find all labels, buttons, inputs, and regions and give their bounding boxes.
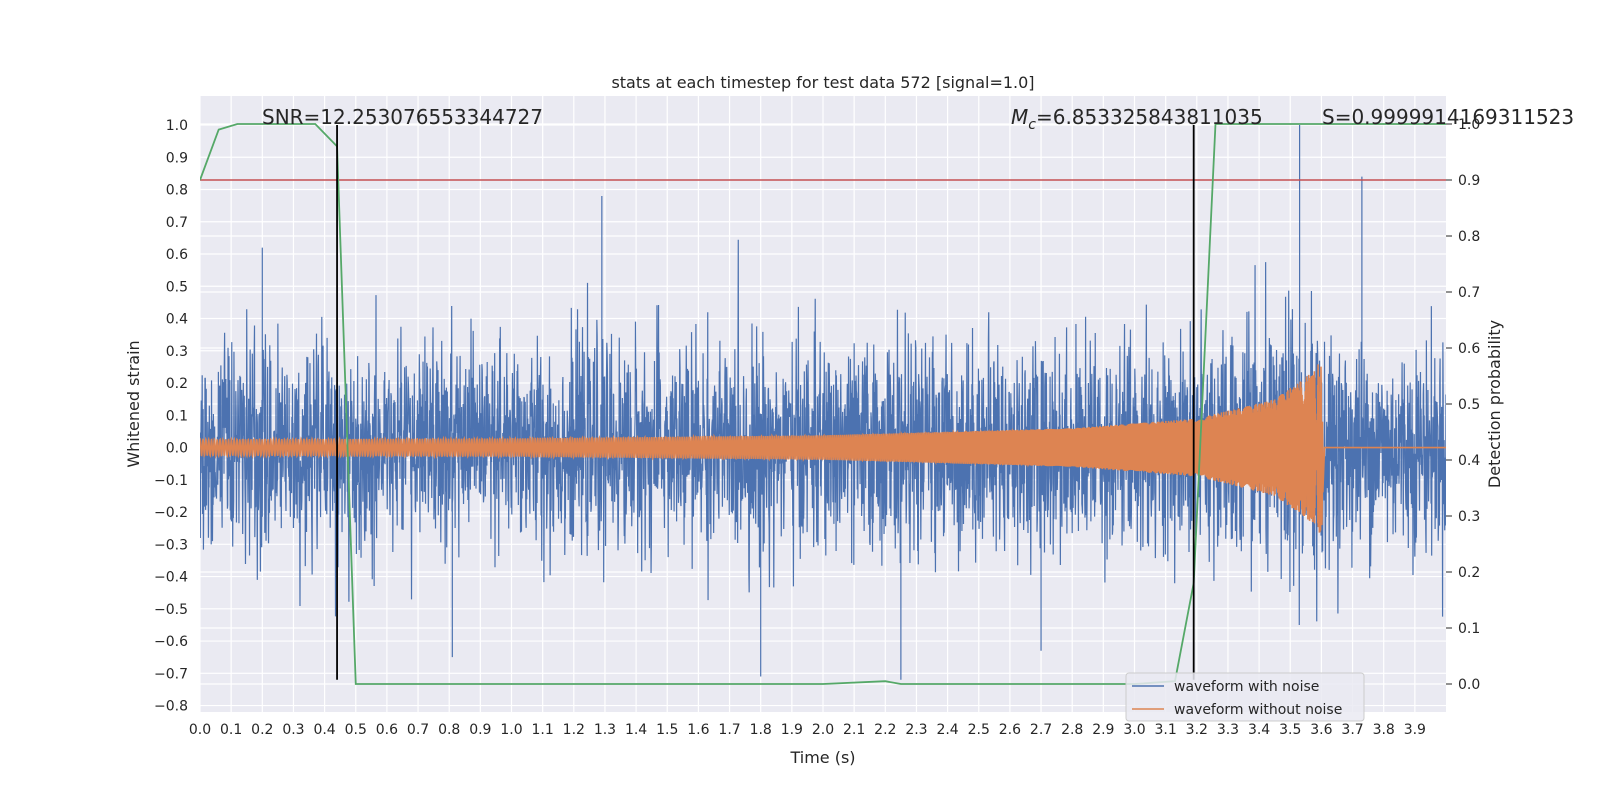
- y-tick-label-left: 0.2: [166, 376, 188, 392]
- y-tick-label-left: 0.3: [166, 344, 188, 360]
- x-tick-label: 3.0: [1123, 722, 1145, 738]
- x-tick-label: 1.3: [594, 722, 616, 738]
- y-tick-label-right: 0.0: [1458, 677, 1480, 693]
- annotation-mc: Mc=6.853325843811035: [1011, 105, 1263, 133]
- x-tick-label: 2.0: [812, 722, 834, 738]
- x-tick-label: 1.1: [532, 722, 554, 738]
- x-tick-label: 0.1: [220, 722, 242, 738]
- y-tick-label-right: 0.6: [1458, 341, 1480, 357]
- y-tick-label-right: 0.7: [1458, 285, 1480, 301]
- y-tick-label-left: 0.1: [166, 408, 188, 424]
- x-tick-label: 1.7: [718, 722, 740, 738]
- series-waveform-without-noise: [200, 364, 1446, 533]
- x-tick-label: 2.7: [1030, 722, 1052, 738]
- chart-title: stats at each timestep for test data 572…: [611, 73, 1034, 92]
- x-tick-label: 3.3: [1217, 722, 1239, 738]
- y-tick-label-left: 0.6: [166, 247, 188, 263]
- y-tick-label-left: −0.4: [154, 570, 188, 586]
- x-tick-label: 2.3: [905, 722, 927, 738]
- x-tick-label: 2.5: [968, 722, 990, 738]
- x-tick-label: 0.2: [251, 722, 273, 738]
- data-layer: [200, 123, 1446, 685]
- annotation-mc-symbol: M: [1011, 105, 1028, 129]
- y-tick-label-right: 0.5: [1458, 397, 1480, 413]
- x-tick-label: 0.4: [313, 722, 335, 738]
- x-tick-label: 3.8: [1373, 722, 1395, 738]
- x-tick-label: 0.6: [376, 722, 398, 738]
- annotation-mc-subscript: c: [1028, 117, 1036, 133]
- x-tick-label: 2.8: [1061, 722, 1083, 738]
- y-tick-label-left: 1.0: [166, 118, 188, 134]
- series-waveform-with-noise: [200, 125, 1446, 680]
- legend-label-clean: waveform without noise: [1174, 702, 1342, 718]
- x-tick-label: 0.3: [282, 722, 304, 738]
- y-tick-label-left: 0.7: [166, 215, 188, 231]
- legend-box: [1125, 672, 1365, 722]
- x-tick-label: 1.9: [781, 722, 803, 738]
- x-tick-label: 2.2: [874, 722, 896, 738]
- x-tick-label: 0.0: [189, 722, 211, 738]
- y-tick-label-left: 0.4: [166, 312, 188, 328]
- legend: waveform with noise waveform without noi…: [1125, 672, 1365, 722]
- y-tick-label-left: 0.8: [166, 183, 188, 199]
- y-tick-label-left: −0.5: [154, 602, 188, 618]
- x-tick-label: 3.1: [1155, 722, 1177, 738]
- x-tick-label: 1.4: [625, 722, 647, 738]
- x-tick-label: 3.2: [1186, 722, 1208, 738]
- annotation-snr: SNR=12.253076553344727: [262, 105, 543, 129]
- annotation-mc-value: =6.853325843811035: [1036, 105, 1263, 129]
- x-tick-label: 1.8: [750, 722, 772, 738]
- x-tick-label: 0.8: [438, 722, 460, 738]
- x-tick-label: 2.9: [1092, 722, 1114, 738]
- y-tick-label-left: −0.6: [154, 634, 188, 650]
- y-tick-label-right: 0.4: [1458, 453, 1480, 469]
- y-tick-label-left: 0.5: [166, 279, 188, 295]
- x-axis-label: Time (s): [789, 748, 855, 767]
- y-axis-label-left: Whitened strain: [124, 340, 143, 467]
- y-tick-label-right: 0.1: [1458, 621, 1480, 637]
- x-tick-label: 2.1: [843, 722, 865, 738]
- y-tick-label-right: 0.2: [1458, 565, 1480, 581]
- x-tick-label: 3.6: [1310, 722, 1332, 738]
- x-tick-label: 2.6: [999, 722, 1021, 738]
- x-tick-label: 1.0: [500, 722, 522, 738]
- y-tick-label-right: 0.9: [1458, 173, 1480, 189]
- x-tick-label: 1.5: [656, 722, 678, 738]
- x-tick-label: 3.7: [1341, 722, 1363, 738]
- x-tick-label: 3.9: [1404, 722, 1426, 738]
- x-tick-label: 3.4: [1248, 722, 1270, 738]
- y-tick-label-right: 0.3: [1458, 509, 1480, 525]
- y-tick-label-left: −0.8: [154, 699, 188, 715]
- x-tick-label: 1.2: [563, 722, 585, 738]
- x-tick-label: 0.7: [407, 722, 429, 738]
- annotation-s: S=0.9999914169311523: [1322, 105, 1574, 129]
- y-tick-label-left: 0.0: [166, 441, 188, 457]
- x-tick-label: 0.9: [469, 722, 491, 738]
- x-tick-label: 0.5: [345, 722, 367, 738]
- x-tick-label: 2.4: [936, 722, 958, 738]
- x-tick-label: 1.6: [687, 722, 709, 738]
- y-tick-label-left: 0.9: [166, 150, 188, 166]
- series-detection-probability: [200, 123, 1446, 685]
- legend-label-noise: waveform with noise: [1174, 679, 1319, 695]
- y-tick-label-left: −0.3: [154, 537, 188, 553]
- y-tick-label-left: −0.7: [154, 666, 188, 682]
- y-axis-label-right: Detection probability: [1485, 320, 1504, 488]
- y-tick-label-right: 1.0: [1458, 117, 1480, 133]
- tick-layer: 0.0 0.1 0.2 0.3 0.4 0.5 0.6 0.7 0.8 0.9 1.0 1.1 1.2 1…: [154, 117, 1480, 738]
- x-tick-label: 3.5: [1279, 722, 1301, 738]
- y-tick-label-left: −0.1: [154, 473, 188, 489]
- y-tick-label-left: −0.2: [154, 505, 188, 521]
- y-tick-label-right: 0.8: [1458, 229, 1480, 245]
